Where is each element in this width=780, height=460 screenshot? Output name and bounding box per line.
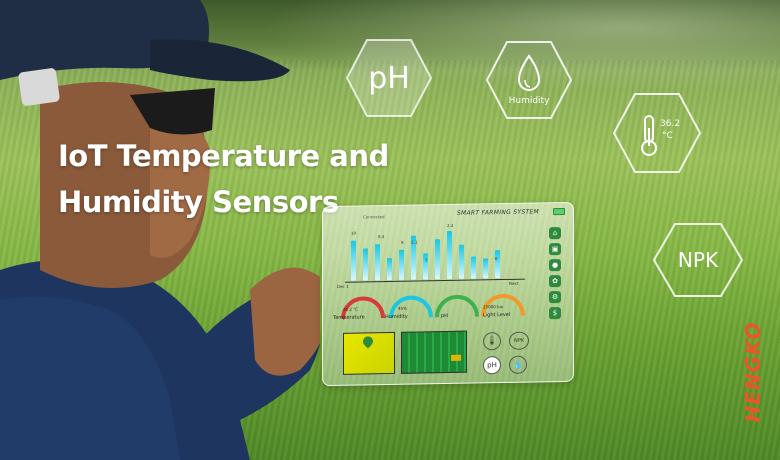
tablet-title: SMART FARMING SYSTEM xyxy=(456,208,539,217)
temperature-value: 36.2 xyxy=(660,119,681,129)
bar-value: 8 xyxy=(401,239,404,245)
dollar-icon[interactable]: $ xyxy=(549,307,561,320)
water-drop-icon xyxy=(517,54,541,91)
field-map-hotspot xyxy=(451,354,461,361)
gauge-label-humidity: Humidity xyxy=(385,313,408,321)
smart-farming-tablet[interactable]: Connected SMART FARMING SYSTEM 10 8.4 8 … xyxy=(322,201,574,387)
bar-value: 2.1 xyxy=(411,239,418,245)
drop-chip-icon[interactable]: 💧 xyxy=(509,355,527,374)
bar-value: 2.2 xyxy=(447,222,454,229)
farmer-figure xyxy=(0,0,320,460)
ph-label: pH xyxy=(368,60,410,96)
brand-name: HENGKO xyxy=(741,321,765,423)
chart-bar xyxy=(471,256,476,279)
tablet-status: Connected xyxy=(363,214,385,220)
chart-bar xyxy=(495,250,500,279)
humidity-label: Humidity xyxy=(508,96,550,106)
plant-icon[interactable]: ✿ xyxy=(549,275,561,288)
chart-bar xyxy=(363,248,368,281)
temperature-unit: °C xyxy=(662,131,673,141)
temperature-gauge-value: 26.2 °C xyxy=(343,306,358,312)
bar-value: 10 xyxy=(351,230,357,236)
chart-axis-line xyxy=(345,278,525,283)
x-axis-start: Dec 1 xyxy=(337,283,349,289)
headline-line-2: Humidity Sensors xyxy=(58,185,339,219)
gauge-label-ph: pH xyxy=(441,313,448,320)
settings-icon[interactable]: ⚙ xyxy=(549,291,561,304)
chart-bar xyxy=(399,249,404,280)
chart-bar xyxy=(375,244,380,281)
home-icon[interactable]: ⌂ xyxy=(549,227,561,240)
gauge-label-light: Light Level xyxy=(483,311,511,319)
chart-bar xyxy=(459,244,464,279)
chart-bar xyxy=(483,258,488,279)
temperature-hexagon: 36.2 °C xyxy=(612,92,702,174)
field-map-green xyxy=(401,330,467,374)
headline: IoT Temperature and Humidity Sensors xyxy=(58,133,389,225)
ph-chip[interactable]: pH xyxy=(483,356,501,375)
battery-icon xyxy=(553,207,565,216)
ph-hexagon: pH xyxy=(345,38,433,118)
npk-chip[interactable]: NPK xyxy=(509,331,529,350)
location-icon[interactable]: ● xyxy=(549,259,561,272)
chart-bar xyxy=(435,239,440,280)
humidity-hexagon: Humidity xyxy=(485,40,573,120)
humidity-gauge-value: 45% xyxy=(398,305,407,311)
light-gauge-value: 25000 lux xyxy=(483,304,504,310)
chart-bar xyxy=(387,257,392,281)
gauges xyxy=(341,294,525,319)
hengko-logo: HENGKO xyxy=(733,300,773,450)
chart-bar xyxy=(447,230,452,280)
thermometer-icon xyxy=(641,115,657,156)
gauge-label-temperature: Temperature xyxy=(333,314,365,322)
npk-label: NPK xyxy=(677,248,719,272)
bar-value: 8.4 xyxy=(378,234,385,240)
x-axis-end: Next xyxy=(509,280,519,286)
chart-bar xyxy=(351,240,356,281)
image-icon[interactable]: ▣ xyxy=(549,243,561,256)
thermometer-chip-icon[interactable]: 🌡 xyxy=(483,332,501,351)
npk-hexagon: NPK xyxy=(652,222,744,298)
headline-line-1: IoT Temperature and xyxy=(58,139,389,173)
bar-value: 6 xyxy=(495,256,498,262)
bar-value: 5 xyxy=(425,257,428,263)
